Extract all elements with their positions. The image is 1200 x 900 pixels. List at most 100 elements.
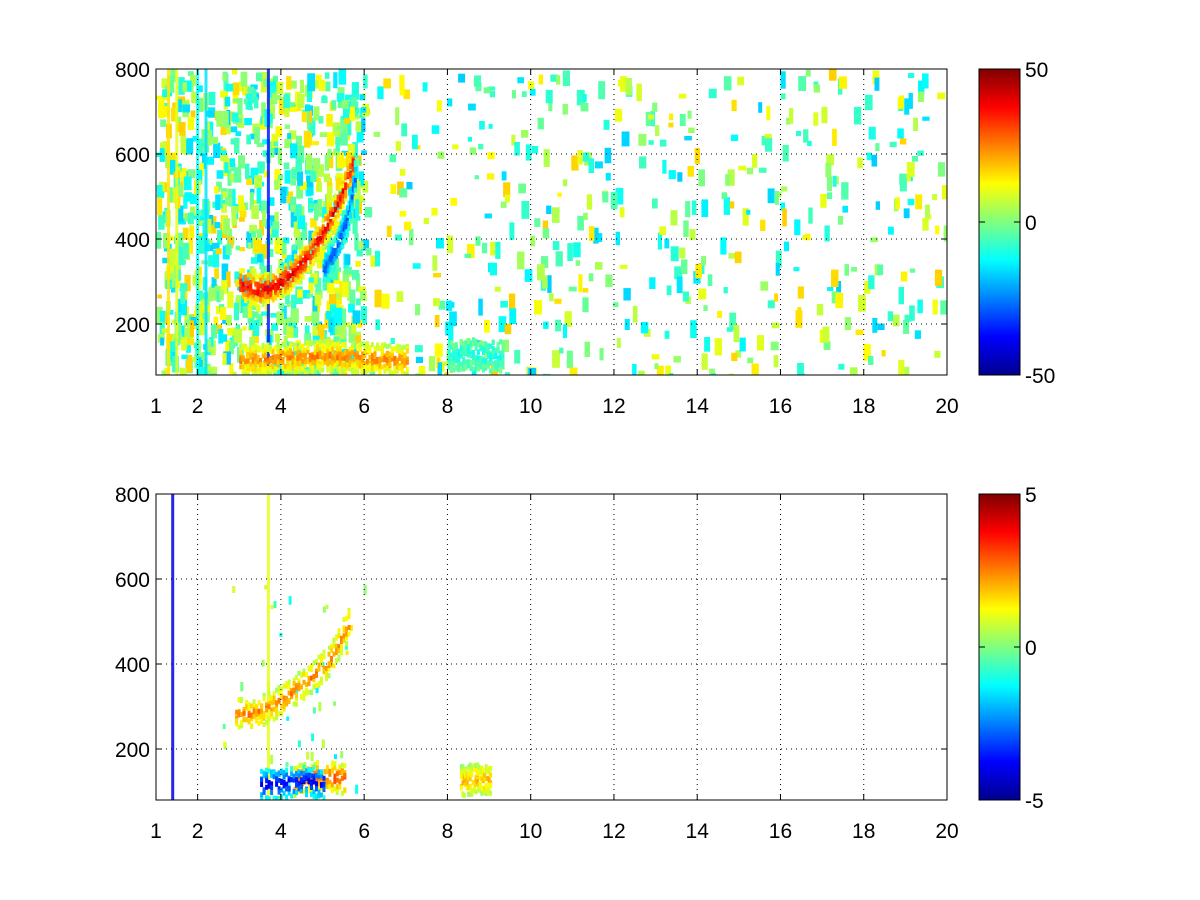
noise-cell [229, 173, 237, 183]
ridge-cell [251, 289, 255, 295]
noise-cell [467, 243, 475, 259]
noise-cell [210, 366, 218, 375]
ridge-cell [316, 344, 320, 350]
ridge-cell [324, 226, 328, 232]
noise-cell [156, 185, 163, 192]
noise-cell [222, 723, 226, 730]
noise-cell [528, 368, 537, 375]
ridge-cell [331, 258, 335, 264]
noise-cell [184, 328, 190, 339]
noise-cell [347, 118, 352, 136]
ridge-cell [351, 149, 355, 155]
noise-cell [162, 106, 169, 116]
noise-cell [217, 229, 223, 245]
ridge-cell [266, 274, 270, 280]
noise-cell [195, 210, 204, 216]
ridge-cell [329, 219, 333, 224]
ridge-cell [281, 277, 285, 283]
ridge-cell [240, 698, 244, 704]
noise-cell [313, 160, 319, 179]
ridge-cell [494, 354, 498, 359]
noise-cell [169, 152, 176, 167]
ridge-cell [395, 368, 399, 374]
ridge-cell [286, 289, 290, 295]
noise-cell [868, 275, 875, 290]
y-tick-label: 600 [115, 569, 150, 592]
noise-cell [334, 289, 342, 300]
ridge-cell [468, 768, 472, 774]
ridge-cell [344, 189, 348, 195]
noise-cell [191, 92, 199, 103]
ridge-cell [282, 695, 286, 701]
ridge-cell [464, 349, 468, 355]
ridge-cell [255, 708, 259, 714]
ridge-cell [320, 782, 323, 788]
ridge-cell [292, 687, 296, 693]
ridge-cell [332, 651, 336, 657]
ridge-cell [383, 368, 387, 374]
noise-cell [436, 100, 442, 112]
noise-cell [181, 336, 188, 351]
ridge-cell [345, 635, 348, 641]
noise-cell [832, 128, 837, 146]
noise-cell [313, 106, 320, 121]
ridge-cell [303, 351, 307, 357]
noise-cell [214, 186, 219, 194]
ridge-cell [325, 253, 329, 259]
ridge-cell [296, 356, 300, 362]
noise-cell [216, 290, 221, 303]
noise-cell [335, 173, 344, 180]
ridge-cell [342, 217, 346, 223]
noise-cell [163, 310, 169, 324]
ridge-cell [477, 764, 481, 770]
ridge-cell [269, 291, 273, 297]
ridge-cell [294, 271, 298, 277]
ridge-cell [322, 654, 326, 660]
noise-cell [725, 174, 730, 186]
noise-cell [682, 291, 689, 302]
ridge-cell [331, 346, 335, 352]
noise-cell [557, 192, 562, 197]
ridge-cell [254, 353, 258, 359]
noise-cell [208, 255, 214, 267]
ridge-cell [255, 704, 259, 710]
ridge-cell [279, 295, 283, 300]
ridge-cell [289, 355, 292, 361]
ridge-cell [457, 367, 461, 373]
vertical-stripe [175, 69, 179, 375]
noise-cell [292, 326, 299, 338]
noise-cell [917, 150, 924, 156]
noise-cell [447, 98, 453, 107]
noise-cell [726, 327, 733, 332]
noise-cell [333, 72, 338, 89]
noise-cell [342, 270, 349, 284]
ridge-cell [249, 291, 253, 297]
ridge-cell [321, 346, 325, 352]
ridge-cell [303, 788, 307, 793]
ridge-cell [338, 232, 342, 238]
noise-cell [232, 98, 238, 103]
noise-cell [327, 132, 334, 147]
noise-cell [356, 273, 361, 292]
ridge-cell [483, 772, 487, 778]
ridge-cell [321, 242, 325, 248]
ridge-cell [266, 294, 270, 300]
noise-cell [344, 94, 353, 101]
ridge-cell [489, 353, 493, 359]
noise-cell [336, 93, 345, 102]
ridge-cell [447, 342, 451, 348]
ridge-cell [330, 643, 333, 649]
ridge-cell [479, 358, 483, 364]
noise-cell [605, 172, 611, 181]
noise-cell [669, 113, 674, 121]
noise-cell [783, 241, 789, 252]
ridge-cell [255, 718, 259, 724]
ridge-cell [471, 788, 475, 794]
ridge-cell [308, 786, 312, 792]
noise-cell [246, 231, 254, 248]
ridge-cell [351, 158, 355, 164]
noise-cell [826, 154, 835, 166]
noise-cell [554, 298, 562, 304]
ridge-cell [476, 355, 480, 361]
ridge-cell [241, 268, 245, 274]
